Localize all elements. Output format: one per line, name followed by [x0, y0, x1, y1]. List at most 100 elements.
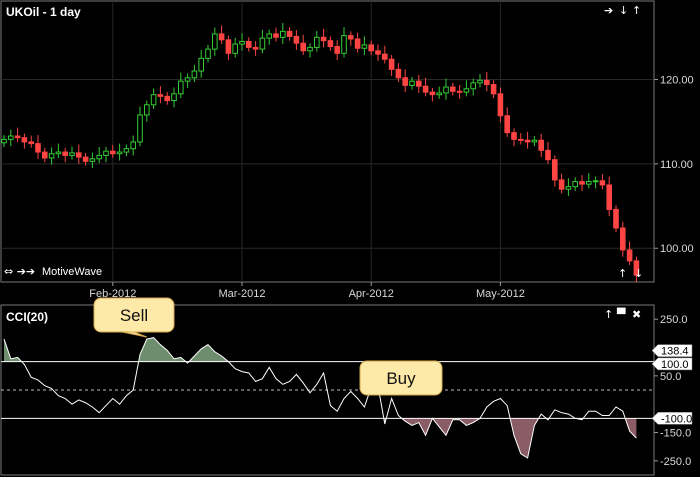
cci-title: CCI(20) — [6, 310, 48, 324]
candle — [334, 40, 340, 61]
candle — [259, 29, 266, 54]
candle — [21, 133, 28, 149]
window-icon[interactable]: ▀ — [616, 307, 626, 321]
candle — [518, 133, 524, 145]
scroll-up-icon[interactable]: ↑ — [618, 267, 627, 280]
candle — [606, 176, 613, 217]
candle — [69, 146, 75, 160]
candle — [14, 127, 21, 142]
candle — [565, 178, 572, 196]
arrow-up-icon[interactable]: ↑ — [632, 4, 641, 17]
candle — [490, 80, 497, 99]
candle — [266, 29, 272, 45]
arrow-down-icon[interactable]: ↓ — [619, 4, 628, 17]
candle — [164, 92, 170, 105]
candle — [55, 143, 62, 158]
candle — [273, 27, 279, 42]
candle — [130, 135, 136, 156]
cci-y-tick-label: -150.0 — [660, 428, 691, 440]
scroll-down-icon[interactable]: ↓ — [634, 267, 643, 280]
candle — [35, 135, 41, 159]
price-pane: UKOil - 1 day ➔ ↓ ↑ ↑ ↓ ⇔ ➔➔ MotiveWave … — [0, 0, 694, 300]
cci-y-tick-label: -250.0 — [660, 456, 691, 468]
candle — [103, 146, 109, 163]
candle — [579, 175, 585, 191]
price-y-tick-label: 110.00 — [660, 159, 693, 171]
cci-lower-level-tag: -100.0 — [651, 412, 693, 425]
candle — [116, 143, 123, 161]
cci-overbought-fill — [4, 337, 229, 362]
candle — [545, 141, 551, 164]
candle — [171, 87, 177, 108]
candle — [348, 31, 354, 46]
candle — [225, 35, 232, 61]
candle — [286, 27, 293, 41]
candle — [82, 152, 89, 166]
candle — [572, 177, 579, 191]
price-pane-controls[interactable]: ➔ ↓ ↑ ↑ ↓ — [604, 4, 643, 280]
candle — [144, 100, 150, 122]
cci-lower-level-tag-text: -100.0 — [661, 413, 692, 425]
cci-pane-controls[interactable]: ↑ ▀ ✖ — [604, 307, 641, 321]
candle — [531, 136, 538, 147]
candle — [626, 241, 633, 266]
candle — [402, 69, 408, 93]
signal-callout-buy: Buy — [359, 360, 443, 396]
cci-oversold-fill — [383, 418, 637, 458]
candle — [76, 144, 82, 164]
price-x-tick-label: May-2012 — [476, 288, 525, 300]
candle — [89, 152, 96, 169]
candle — [524, 131, 531, 149]
arrow-up-icon[interactable]: ↑ — [604, 308, 613, 321]
candle — [191, 64, 198, 83]
candle — [456, 84, 463, 99]
candle — [599, 174, 606, 190]
candle — [96, 146, 103, 164]
candle — [239, 33, 245, 51]
candle — [246, 37, 252, 52]
candle — [314, 30, 320, 52]
candle — [429, 87, 436, 102]
candle — [511, 128, 517, 147]
candle — [28, 135, 34, 148]
price-y-tick-label: 120.00 — [660, 74, 694, 86]
price-grid — [1, 1, 654, 282]
price-chart-title: UKOil - 1 day — [6, 5, 81, 19]
candle — [538, 133, 545, 158]
candle — [368, 40, 374, 56]
price-x-tick-label: Feb-2012 — [89, 288, 136, 300]
candle — [558, 173, 565, 194]
candle — [218, 25, 225, 45]
candle — [463, 80, 470, 97]
price-y-axis: 120.00 110.00 100.00 — [654, 74, 694, 255]
candle — [416, 74, 422, 93]
candle — [613, 205, 619, 233]
candle — [552, 155, 558, 187]
cci-fill — [4, 337, 637, 458]
price-x-tick-label: Mar-2012 — [218, 288, 265, 300]
callout-label: Sell — [120, 306, 148, 325]
candle — [280, 22, 286, 45]
candle — [388, 55, 395, 77]
cci-y-axis: 250.0 100.050.0 -150.0 -250.0 — [654, 314, 691, 468]
candle — [341, 27, 347, 58]
candle — [395, 63, 402, 83]
candle — [178, 72, 184, 99]
candle — [484, 71, 490, 92]
candle — [477, 73, 483, 88]
signal-callout-sell: Sell — [93, 297, 175, 338]
cci-y-tick-label: 50.0 — [660, 371, 681, 383]
brand-mark: ⇔ ➔➔ MotiveWave — [4, 265, 102, 278]
close-icon[interactable]: ✖ — [632, 308, 641, 321]
cci-upper-level-tag-text: 100.0 — [661, 359, 689, 371]
candle — [137, 106, 143, 147]
move-right-icon[interactable]: ➔ — [604, 4, 613, 17]
candle — [110, 144, 116, 158]
brand-arrows-icon: ⇔ ➔➔ — [4, 265, 35, 278]
candle — [157, 86, 164, 104]
candle — [123, 144, 130, 157]
candle — [592, 176, 599, 189]
candle — [436, 86, 442, 99]
